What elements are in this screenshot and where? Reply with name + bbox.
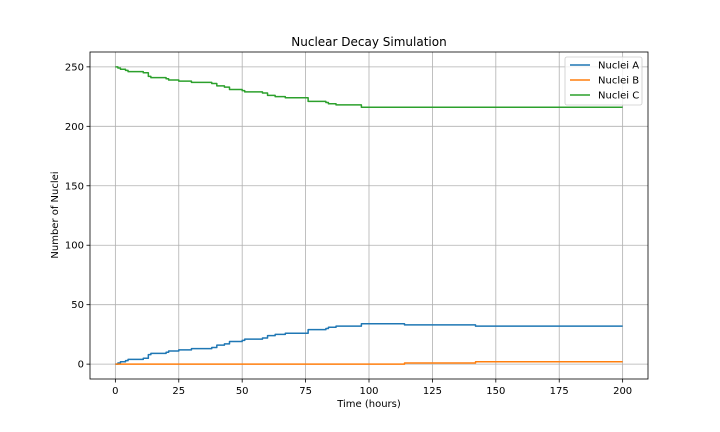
y-tick-label: 100 <box>65 241 84 252</box>
y-axis-label: Number of Nuclei <box>50 171 61 258</box>
chart-title: Nuclear Decay Simulation <box>291 35 446 49</box>
legend-label-nuclei-a: Nuclei A <box>598 61 639 72</box>
x-tick-label: 25 <box>172 386 185 397</box>
legend-box <box>564 56 643 106</box>
y-tick-label: 0 <box>78 360 84 371</box>
y-axis-ticks: 0 50 100 150 200 250 <box>65 62 90 371</box>
legend-label-nuclei-c: Nuclei C <box>598 91 639 102</box>
x-tick-label: 125 <box>423 386 442 397</box>
x-tick-label: 0 <box>112 386 118 397</box>
x-axis-label: Time (hours) <box>336 399 401 410</box>
series-line-nuclei-b <box>115 361 623 365</box>
legend-label-nuclei-b: Nuclei B <box>598 76 639 87</box>
y-tick-label: 150 <box>65 181 84 192</box>
series-line-nuclei-a <box>115 322 623 365</box>
legend: Nuclei A Nuclei B Nuclei C <box>564 56 643 106</box>
x-tick-label: 75 <box>299 386 312 397</box>
x-tick-label: 150 <box>486 386 505 397</box>
x-tick-label: 175 <box>550 386 569 397</box>
y-tick-label: 50 <box>71 300 84 311</box>
x-tick-label: 50 <box>236 386 249 397</box>
series-lines <box>115 66 623 365</box>
x-tick-label: 200 <box>613 386 632 397</box>
x-tick-label: 100 <box>359 386 378 397</box>
y-tick-label: 200 <box>65 122 84 133</box>
series-line-nuclei-c <box>115 66 623 109</box>
y-tick-label: 250 <box>65 62 84 73</box>
x-axis-ticks: 0 25 50 75 100 125 150 175 200 <box>112 379 632 397</box>
